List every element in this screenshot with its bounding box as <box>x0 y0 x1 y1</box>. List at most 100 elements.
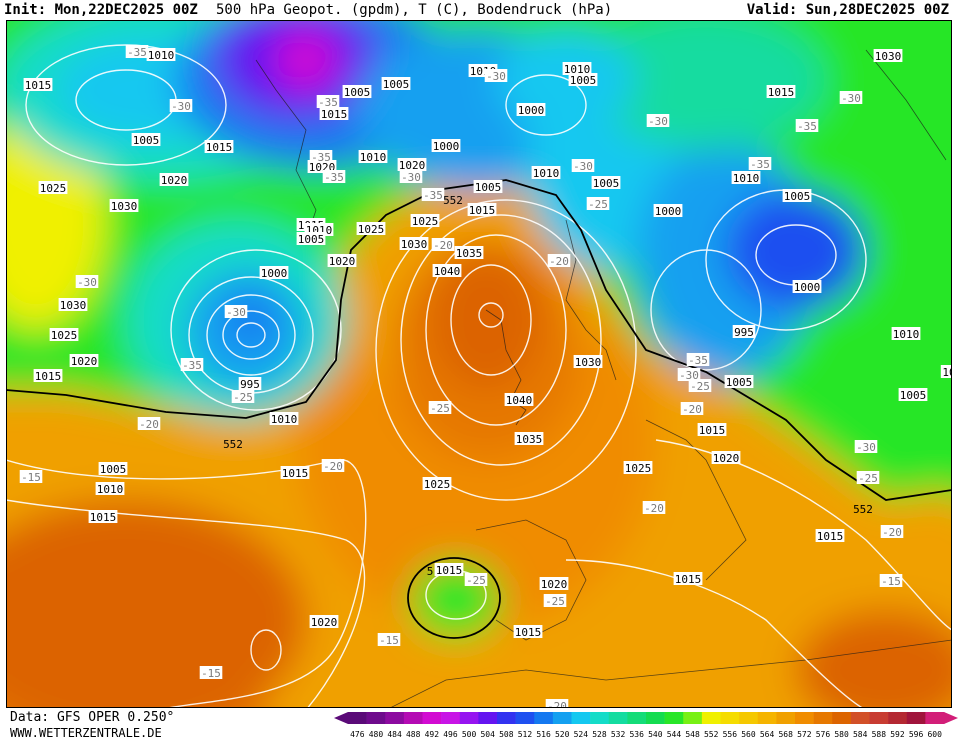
temperature-label: -25 <box>231 390 255 404</box>
pressure-label-text: 1035 <box>456 247 483 260</box>
temperature-label-text: -20 <box>549 255 569 268</box>
temperature-label: -35 <box>316 95 340 109</box>
legend-swatch <box>925 712 945 724</box>
pressure-label: 1000 <box>516 103 546 117</box>
temperature-label: -30 <box>169 99 193 113</box>
temperature-label: -25 <box>688 379 712 393</box>
pressure-label-text: 1005 <box>133 134 160 147</box>
legend-swatch <box>590 712 610 724</box>
pressure-label: 1030 <box>109 199 139 213</box>
pressure-label-text: 1015 <box>282 467 309 480</box>
pressure-label: 1030 <box>573 355 603 369</box>
legend-swatch <box>497 712 516 724</box>
temperature-label-text: -30 <box>486 70 506 83</box>
legend-swatch <box>441 712 461 724</box>
pressure-label-text: 1040 <box>506 394 533 407</box>
pressure-label-text: 1020 <box>161 174 188 187</box>
temperature-label: -35 <box>421 188 445 202</box>
pressure-label: 1010 <box>891 327 921 341</box>
pressure-label: 1040 <box>504 393 534 407</box>
header-bar: Init: Mon,22DEC2025 00Z 500 hPa Geopot. … <box>0 0 959 20</box>
pressure-label-text: 1020 <box>541 578 568 591</box>
legend-tick-label: 564 <box>760 730 775 739</box>
pressure-label-text: 1015 <box>469 204 496 217</box>
temperature-label-text: -25 <box>233 391 253 404</box>
legend-swatch <box>478 712 498 724</box>
temperature-label: -30 <box>839 91 863 105</box>
pressure-label-text: 1005 <box>593 177 620 190</box>
pressure-label-text: 1030 <box>60 299 87 312</box>
weather-map: 1010 1015 1005 1015 1020 1025 1030 1000 995 1030 1… <box>6 20 952 708</box>
legend-tick-label: 576 <box>816 730 831 739</box>
geopotential-label-text: 552 <box>443 194 463 207</box>
temperature-label: -30 <box>677 368 701 382</box>
geopotential-label-text: 5 <box>427 565 434 578</box>
website-credit: WWW.WETTERZENTRALE.DE <box>10 726 162 740</box>
pressure-label-text: 1015 <box>817 530 844 543</box>
pressure-label: 1015 <box>280 466 310 480</box>
temperature-label: -35 <box>125 45 149 59</box>
legend-arrow-low <box>334 712 348 724</box>
pressure-label: 1005 <box>591 176 621 190</box>
pressure-label: 1015 <box>766 85 796 99</box>
legend-tick-label: 552 <box>704 730 719 739</box>
temperature-label-text: -20 <box>682 403 702 416</box>
temperature-label: -20 <box>642 501 666 515</box>
temperature-label-text: -35 <box>127 46 147 59</box>
pressure-label: 1005 <box>342 85 372 99</box>
pressure-label-text: 1025 <box>358 223 385 236</box>
pressure-label: 1020 <box>539 577 569 591</box>
pressure-label-text: 1005 <box>784 190 811 203</box>
pressure-label-text: 1000 <box>518 104 545 117</box>
pressure-label-text: 1025 <box>40 182 67 195</box>
pressure-label: 1015 <box>513 625 543 639</box>
legend-tick-label: 536 <box>629 730 644 739</box>
temperature-label: -25 <box>543 594 567 608</box>
legend-swatch <box>385 712 405 724</box>
temperature-label: -30 <box>75 275 99 289</box>
temperature-label: -15 <box>199 666 223 680</box>
temperature-label-text: -35 <box>318 96 338 109</box>
pressure-label-text: 1005 <box>298 233 325 246</box>
pressure-label: 1020 <box>159 173 189 187</box>
pressure-label: 1015 <box>23 78 53 92</box>
pressure-label-text: 995 <box>240 378 260 391</box>
pressure-label-text: 1015 <box>35 370 62 383</box>
geopotential-label-text: 552 <box>223 438 243 451</box>
legend-swatch <box>776 712 796 724</box>
pressure-labels: 1010 1015 1005 1015 1020 1025 1030 1000 995 1030 1… <box>23 48 952 639</box>
temperature-label: -35 <box>180 358 204 372</box>
temperature-label: -35 <box>748 157 772 171</box>
legend-tick-label: 568 <box>778 730 793 739</box>
pressure-label-text: 1015 <box>675 573 702 586</box>
pressure-label: 1030 <box>399 237 429 251</box>
pressure-label-text: 1020 <box>311 616 338 629</box>
temperature-label: -20 <box>431 238 455 252</box>
temperature-label-text: -35 <box>688 354 708 367</box>
temperature-label-text: -25 <box>430 402 450 415</box>
temperature-label-text: -20 <box>644 502 664 515</box>
pressure-label: 1015 <box>33 369 63 383</box>
pressure-label-text: 995 <box>734 326 754 339</box>
temperature-label: -30 <box>484 69 508 83</box>
legend-swatch <box>459 712 479 724</box>
geopotential-label: 552 <box>853 503 873 516</box>
temperature-label: -30 <box>571 159 595 173</box>
pressure-label-text: 1010 <box>564 63 591 76</box>
legend-tick-label: 480 <box>369 730 384 739</box>
legend-tick-label: 508 <box>499 730 514 739</box>
pressure-label: 1020 <box>397 158 427 172</box>
temperature-label: -20 <box>321 459 345 473</box>
legend-swatch <box>608 712 628 724</box>
temperature-label: -35 <box>686 353 710 367</box>
temperature-label-text: -30 <box>856 441 876 454</box>
pressure-label: 1005 <box>381 77 411 91</box>
legend-tick-label: 540 <box>648 730 663 739</box>
pressure-label-text: 1010 <box>893 328 920 341</box>
temperature-label-text: -25 <box>588 198 608 211</box>
temperature-label-text: -20 <box>323 460 343 473</box>
legend-tick-label: 544 <box>667 730 682 739</box>
pressure-label: 1010 <box>562 62 592 76</box>
legend-tick-label: 592 <box>890 730 905 739</box>
temperature-label-text: -30 <box>679 369 699 382</box>
